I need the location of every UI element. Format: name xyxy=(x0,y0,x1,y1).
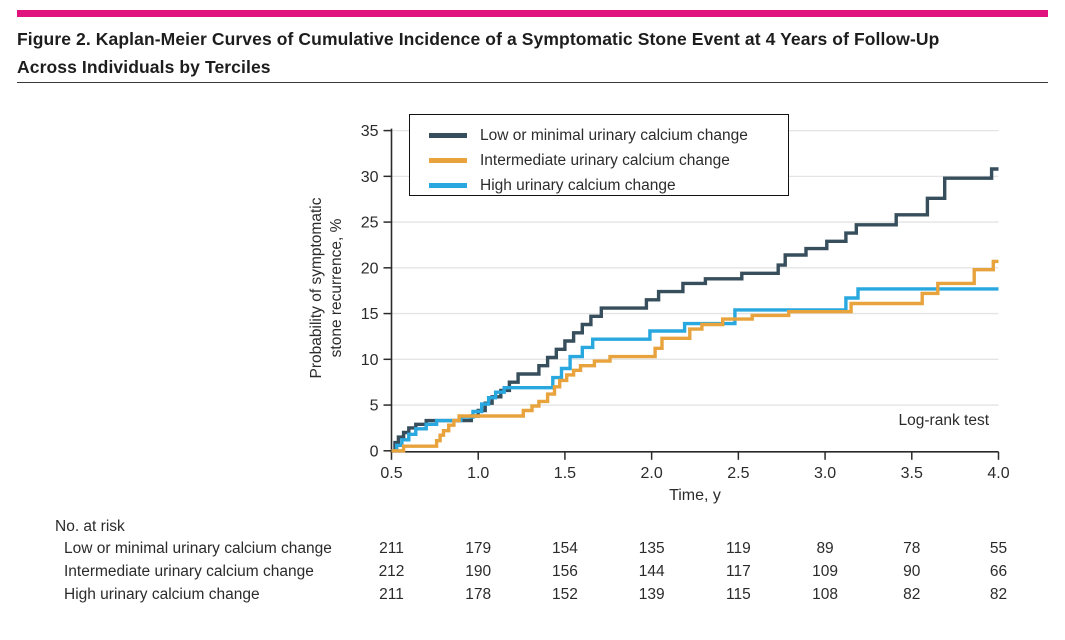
y-tick-label-30: 30 xyxy=(361,169,379,186)
risk-row-label-low: Low or minimal urinary calcium change xyxy=(64,540,332,557)
y-tick-label-25: 25 xyxy=(361,215,379,232)
x-tick-label-2.5: 2.5 xyxy=(727,465,749,482)
risk-value: 115 xyxy=(725,586,751,603)
risk-value: 212 xyxy=(378,563,405,580)
risk-value: 66 xyxy=(989,563,1008,580)
legend-swatch-low xyxy=(429,133,467,138)
x-tick-label-0.5: 0.5 xyxy=(380,465,402,482)
y-tick-label-15: 15 xyxy=(361,306,379,323)
risk-value: 55 xyxy=(989,540,1008,557)
accent-bar xyxy=(17,10,1048,17)
legend-label-low: Low or minimal urinary calcium change xyxy=(480,126,748,144)
legend-item-high: High urinary calcium change xyxy=(429,173,788,198)
log-rank-annotation: Log-rank test xyxy=(898,412,989,429)
risk-value: 139 xyxy=(638,586,665,603)
x-tick-label-3.0: 3.0 xyxy=(814,465,836,482)
y-axis-label-line2: stone recurrence, % xyxy=(328,218,345,358)
x-tick-label-4.0: 4.0 xyxy=(987,465,1009,482)
title-divider xyxy=(17,82,1048,83)
figure-title-line1: Figure 2. Kaplan-Meier Curves of Cumulat… xyxy=(17,29,940,49)
km-curve-low-or-minimal xyxy=(391,167,999,453)
figure-title-line2: Across Individuals by Terciles xyxy=(17,57,271,77)
legend-item-intermediate: Intermediate urinary calcium change xyxy=(429,148,788,173)
risk-value: 82 xyxy=(989,586,1008,603)
x-axis-label: Time, y xyxy=(669,487,721,504)
legend-label-high: High urinary calcium change xyxy=(480,176,676,194)
risk-value: 89 xyxy=(816,540,834,557)
legend-label-intermediate: Intermediate urinary calcium change xyxy=(480,151,730,169)
risk-value: 211 xyxy=(379,586,404,603)
risk-value: 154 xyxy=(551,540,578,557)
y-axis-label-line1: Probability of symptomatic xyxy=(307,197,325,379)
risk-value: 144 xyxy=(638,563,665,580)
risk-value: 108 xyxy=(812,586,838,603)
x-tick-label-3.5: 3.5 xyxy=(901,465,923,482)
risk-value: 109 xyxy=(812,563,838,580)
risk-value: 156 xyxy=(551,563,578,580)
risk-value: 211 xyxy=(379,540,404,557)
y-tick-label-35: 35 xyxy=(361,123,379,140)
legend: Low or minimal urinary calcium change In… xyxy=(409,114,789,196)
risk-value: 119 xyxy=(725,540,751,557)
km-curve-high xyxy=(391,287,999,453)
legend-swatch-high xyxy=(429,183,467,188)
risk-value: 190 xyxy=(465,563,492,580)
risk-value: 178 xyxy=(465,586,492,603)
x-tick-label-1.0: 1.0 xyxy=(467,465,489,482)
risk-value: 90 xyxy=(903,563,921,580)
y-tick-label-5: 5 xyxy=(370,398,379,415)
y-tick-label-10: 10 xyxy=(361,352,379,369)
risk-row-label-intermediate: Intermediate urinary calcium change xyxy=(64,563,314,580)
figure-title: Figure 2. Kaplan-Meier Curves of Cumulat… xyxy=(17,25,1031,81)
legend-swatch-intermediate xyxy=(429,158,467,163)
x-tick-label-2.0: 2.0 xyxy=(641,465,663,482)
y-tick-label-20: 20 xyxy=(361,260,379,277)
x-tick-label-1.5: 1.5 xyxy=(554,465,576,482)
risk-table-header: No. at risk xyxy=(55,518,125,535)
legend-item-low: Low or minimal urinary calcium change xyxy=(429,123,788,148)
risk-value: 179 xyxy=(465,540,492,557)
y-tick-label-0: 0 xyxy=(370,443,379,460)
risk-value: 135 xyxy=(638,540,665,557)
risk-value: 78 xyxy=(903,540,921,557)
risk-value: 152 xyxy=(551,586,578,603)
km-curve-intermediate xyxy=(391,259,999,453)
risk-value: 82 xyxy=(903,586,921,603)
risk-value: 117 xyxy=(725,563,751,580)
risk-row-label-high: High urinary calcium change xyxy=(64,586,260,603)
